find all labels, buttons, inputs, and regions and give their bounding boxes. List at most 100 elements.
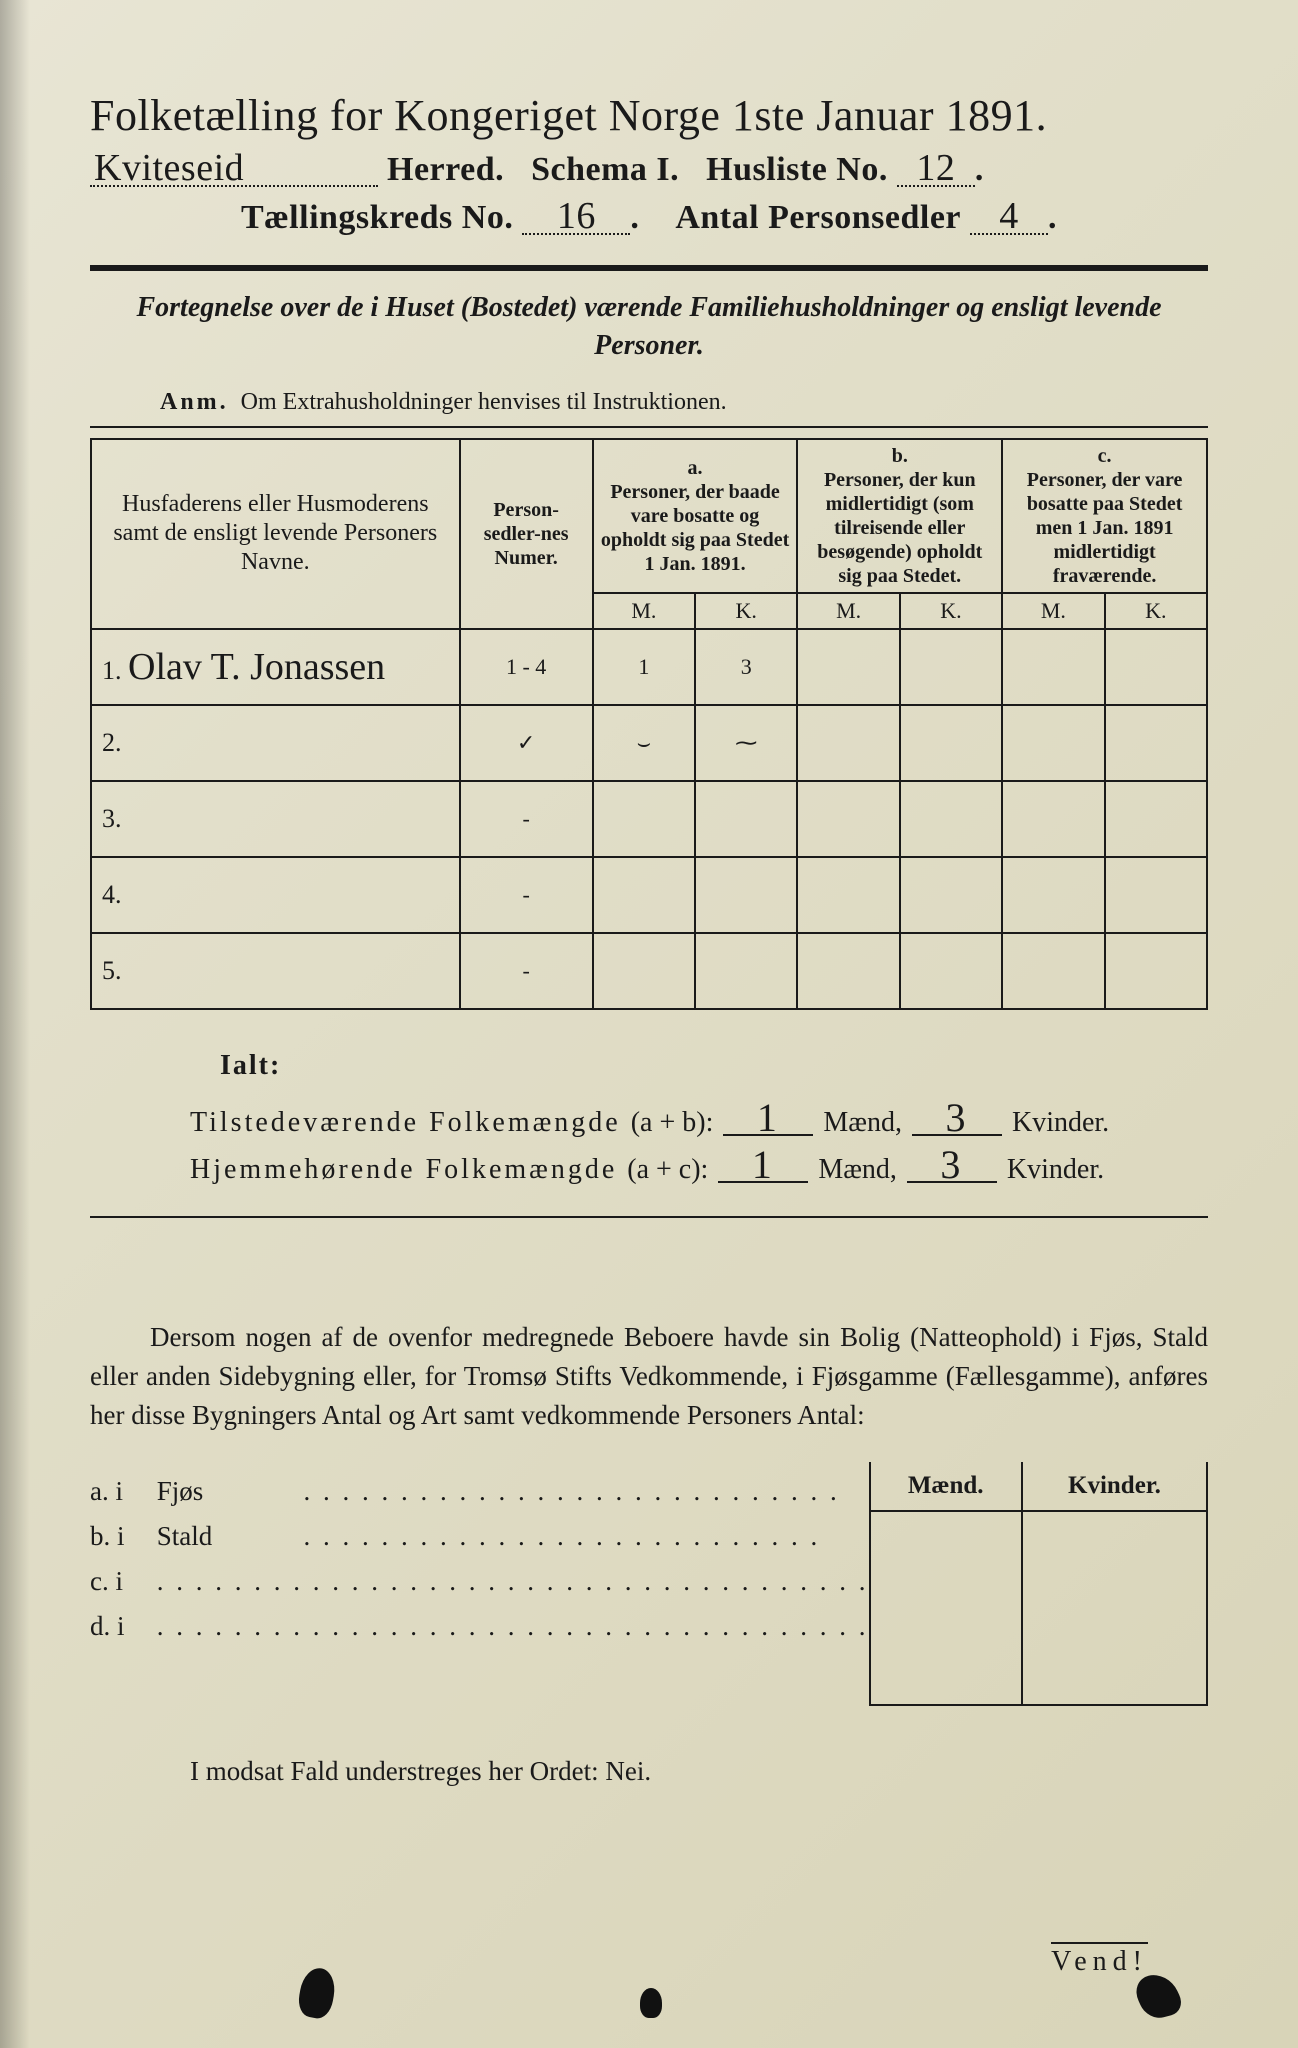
page-title: Folketælling for Kongeriget Norge 1ste J… — [90, 90, 1208, 141]
cell-b-k — [900, 629, 1002, 705]
cell-c-m — [1002, 933, 1104, 1009]
cell-a-k — [695, 933, 797, 1009]
bolig-paragraph: Dersom nogen af de ovenfor medregnede Be… — [90, 1318, 1208, 1435]
schema-label: Schema I. — [531, 151, 679, 188]
meta-line-herred: Kviteseid Herred. Schema I. Husliste No.… — [90, 151, 1208, 189]
dots: . . . . . . . . . . . . . . . . . . . . … — [304, 1476, 840, 1506]
col-c-label: c. — [1009, 444, 1200, 468]
mk-cell — [870, 1511, 1022, 1560]
totals-r2-m: 1 — [718, 1149, 808, 1183]
lower-b-label: b. i — [90, 1521, 150, 1552]
cell-a-k — [695, 857, 797, 933]
subtitle: Fortegnelse over de i Huset (Bostedet) v… — [90, 289, 1208, 365]
subtitle-text: Fortegnelse over de i Huset (Bostedet) v… — [136, 292, 1161, 361]
row-name: Olav T. Jonassen — [128, 646, 385, 688]
cell-c-k — [1105, 781, 1207, 857]
dots: . . . . . . . . . . . . . . . . . . . . … — [157, 1611, 869, 1641]
lower-row-c: c. i . . . . . . . . . . . . . . . . . .… — [90, 1566, 869, 1597]
meta-line-kreds: Tællingskreds No. 16. Antal Personsedler… — [90, 199, 1208, 237]
col-b-k: K. — [900, 593, 1002, 629]
cell-a-k: 3 — [695, 629, 797, 705]
maend-label: Mænd, — [823, 1107, 902, 1138]
mk-head-k: Kvinder. — [1022, 1462, 1207, 1511]
totals-row1-label: Tilstedeværende Folkemængde — [190, 1107, 621, 1138]
row-number: 4. — [102, 880, 122, 909]
cell-b-m — [797, 629, 899, 705]
col-names: Husfaderens eller Husmoderens samt de en… — [91, 439, 460, 629]
husliste-value: 12 — [897, 151, 975, 187]
row-number: 3. — [102, 804, 122, 833]
cell-a-m — [593, 781, 695, 857]
ink-blot-icon — [1129, 1971, 1187, 2022]
cell-numer: 1 - 4 — [460, 629, 593, 705]
mk-table: Mænd. Kvinder. — [869, 1462, 1209, 1706]
ialt-label: Ialt: — [220, 1050, 1208, 1082]
divider-2 — [90, 426, 1208, 428]
col-a-text: Personer, der baade vare bosatte og opho… — [600, 480, 791, 576]
table-row: 4. - — [91, 857, 1207, 933]
col-numer-text: Person-sedler-nes Numer. — [467, 498, 586, 570]
cell-b-m — [797, 933, 899, 1009]
table-row: 3. - — [91, 781, 1207, 857]
totals-row1-formula: (a + b): — [631, 1107, 714, 1138]
cell-c-k — [1105, 705, 1207, 781]
kvinder-label: Kvinder. — [1007, 1154, 1104, 1185]
cell-a-m: 1 — [593, 629, 695, 705]
lower-block: a. i Fjøs . . . . . . . . . . . . . . . … — [90, 1462, 1208, 1706]
col-a-k: K. — [695, 593, 797, 629]
maend-label: Mænd, — [818, 1154, 897, 1185]
col-numer: Person-sedler-nes Numer. — [460, 439, 593, 629]
mk-cell — [870, 1656, 1022, 1705]
anm-label: Anm. — [160, 389, 229, 415]
anm-text: Om Extrahusholdninger henvises til Instr… — [241, 389, 727, 415]
cell-numer: - — [460, 857, 593, 933]
totals-block: Ialt: Tilstedeværende Folkemængde (a + b… — [190, 1050, 1208, 1186]
col-c-m: M. — [1002, 593, 1104, 629]
col-a-label: a. — [600, 456, 791, 480]
lower-row-d: d. i . . . . . . . . . . . . . . . . . .… — [90, 1611, 869, 1642]
cell-c-m — [1002, 629, 1104, 705]
cell-c-k — [1105, 933, 1207, 1009]
anm-line: Anm. Om Extrahusholdninger henvises til … — [160, 389, 1208, 416]
table-row: 5. - — [91, 933, 1207, 1009]
divider-1 — [90, 265, 1208, 271]
cell-a-m: ⌣ — [593, 705, 695, 781]
totals-row-present: Tilstedeværende Folkemængde (a + b): 1 M… — [190, 1102, 1208, 1139]
totals-r1-m: 1 — [723, 1102, 813, 1136]
row-number: 2. — [102, 728, 122, 757]
divider-3 — [90, 1216, 1208, 1218]
herred-value: Kviteseid — [90, 151, 378, 187]
census-form-page: Folketælling for Kongeriget Norge 1ste J… — [0, 0, 1298, 2048]
lower-a-word: Fjøs — [157, 1476, 297, 1507]
cell-a-m — [593, 857, 695, 933]
lower-row-a: a. i Fjøs . . . . . . . . . . . . . . . … — [90, 1476, 869, 1507]
table-body: 1. Olav T. Jonassen 1 - 4 1 3 2. ✓ ⌣ ⁓ — [91, 629, 1207, 1009]
cell-c-m — [1002, 781, 1104, 857]
table-row: 2. ✓ ⌣ ⁓ — [91, 705, 1207, 781]
row-number: 5. — [102, 956, 122, 985]
col-b-m: M. — [797, 593, 899, 629]
col-c: c. Personer, der vare bosatte paa Stedet… — [1002, 439, 1207, 593]
cell-a-k: ⁓ — [695, 705, 797, 781]
dots: . . . . . . . . . . . . . . . . . . . . … — [304, 1521, 821, 1551]
paragraph-text: Dersom nogen af de ovenfor medregnede Be… — [90, 1322, 1208, 1430]
antal-value: 4 — [970, 199, 1048, 235]
cell-a-m — [593, 933, 695, 1009]
cell-numer: ✓ — [460, 705, 593, 781]
cell-c-k — [1105, 857, 1207, 933]
cell-b-k — [900, 857, 1002, 933]
totals-r1-k: 3 — [912, 1102, 1002, 1136]
col-c-text: Personer, der vare bosatte paa Stedet me… — [1009, 468, 1200, 588]
cell-numer: - — [460, 781, 593, 857]
cell-b-k — [900, 933, 1002, 1009]
col-a: a. Personer, der baade vare bosatte og o… — [593, 439, 798, 593]
col-b-label: b. — [804, 444, 995, 468]
cell-numer: - — [460, 933, 593, 1009]
ink-blot-icon — [640, 1988, 662, 2018]
dots: . . . . . . . . . . . . . . . . . . . . … — [157, 1566, 869, 1596]
cell-a-k — [695, 781, 797, 857]
cell-b-m — [797, 781, 899, 857]
row-number: 1. — [102, 656, 122, 685]
totals-row-resident: Hjemmehørende Folkemængde (a + c): 1 Mæn… — [190, 1149, 1208, 1186]
kvinder-label: Kvinder. — [1012, 1107, 1109, 1138]
